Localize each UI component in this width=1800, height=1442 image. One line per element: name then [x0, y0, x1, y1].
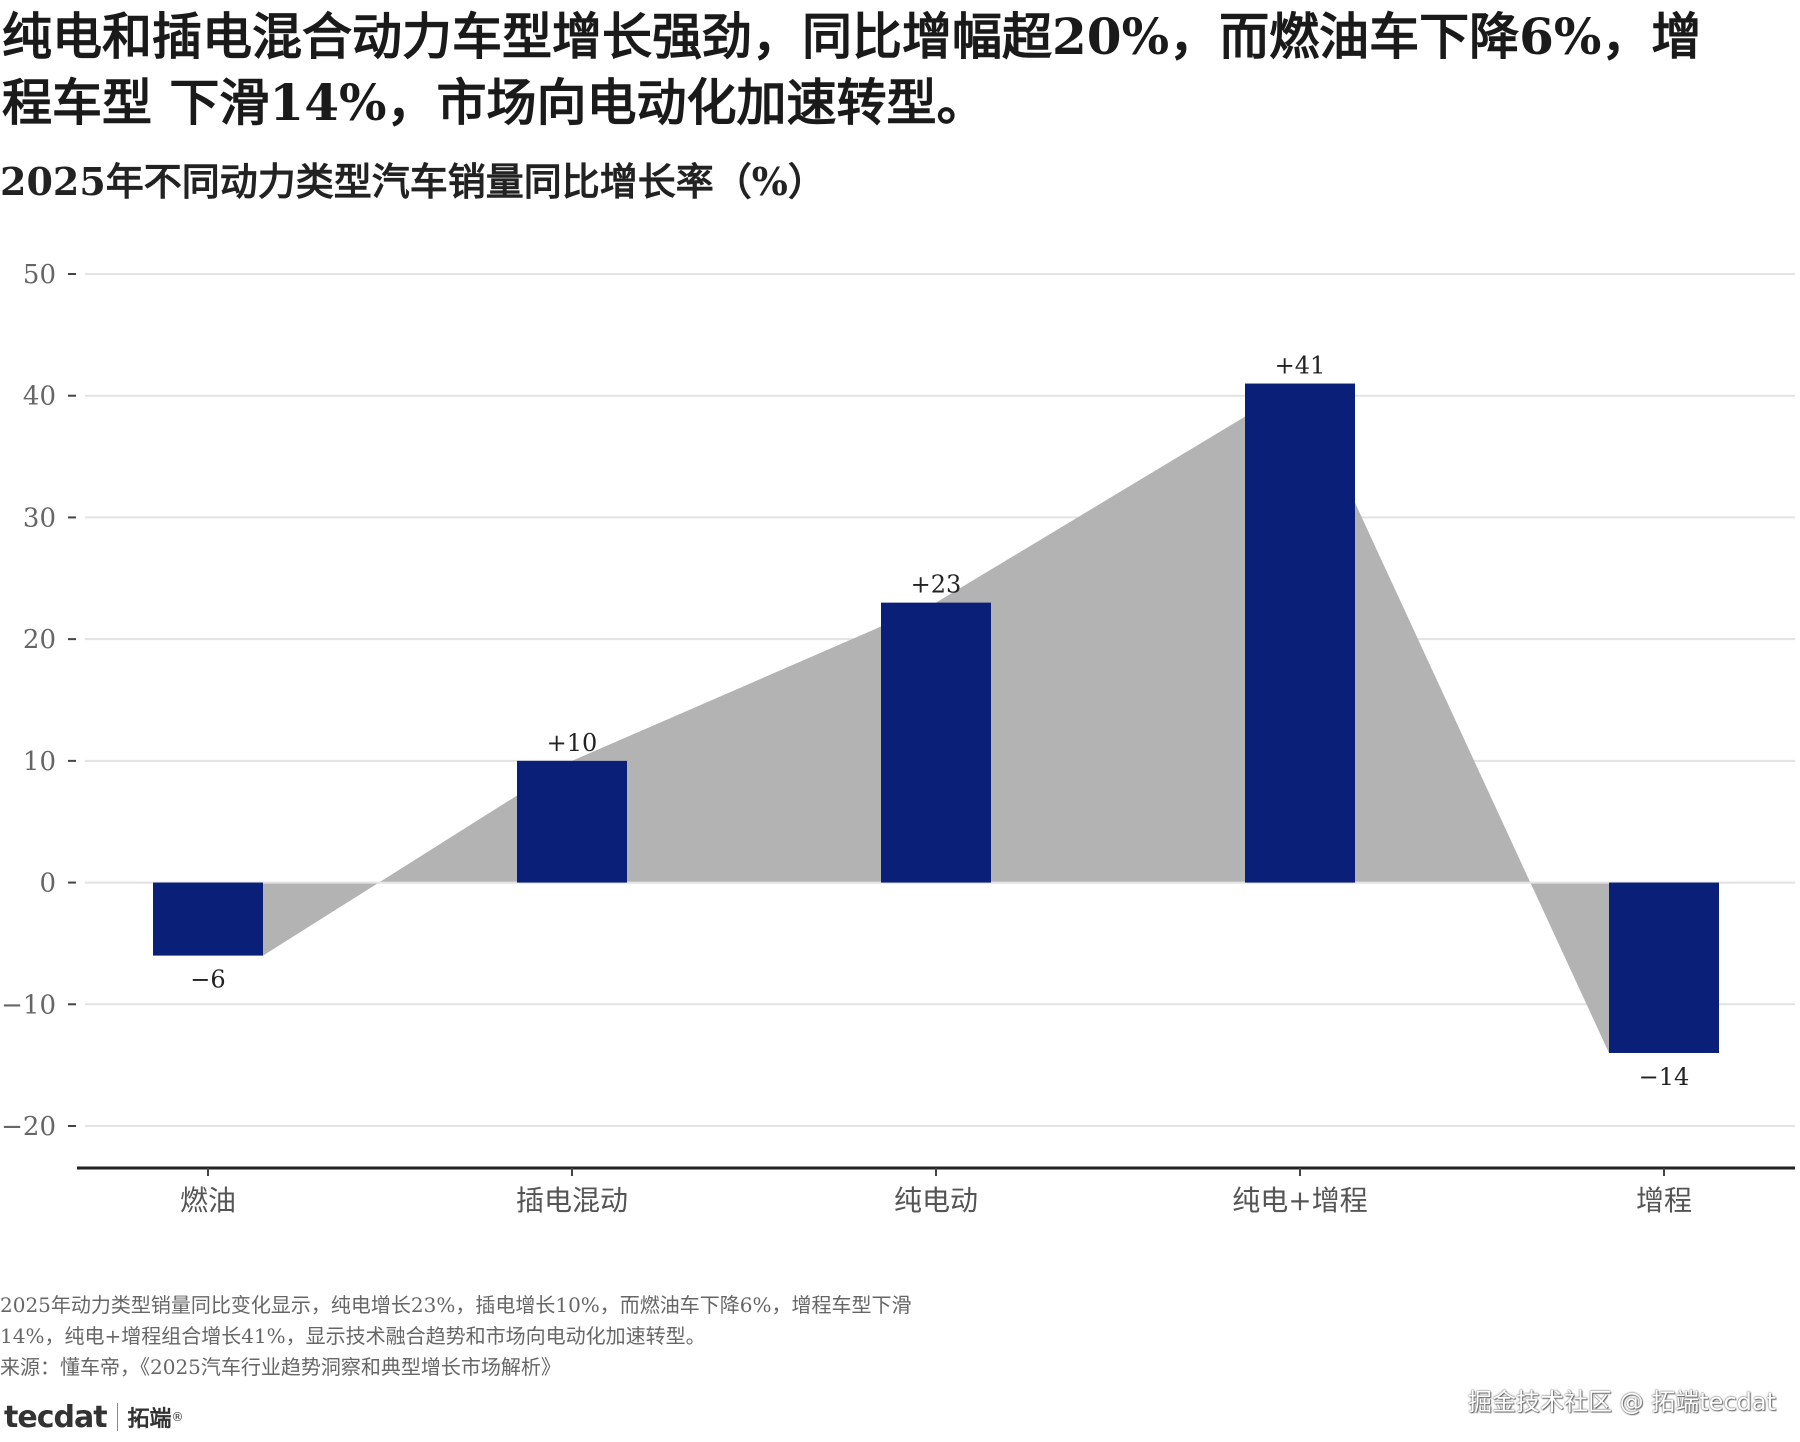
y-tick-label: 20	[23, 625, 56, 655]
x-tick-label: 纯电+增程	[1232, 1184, 1367, 1217]
x-tick-label: 增程	[1636, 1184, 1692, 1217]
data-label: +23	[911, 571, 962, 599]
x-tick-label: 纯电动	[894, 1184, 978, 1217]
y-tick-label: 30	[23, 503, 56, 533]
chart-note: 2025年动力类型销量同比变化显示，纯电增长23%，插电增长10%，而燃油车下降…	[0, 1290, 990, 1383]
tecdat-logo: tecdat 拓端 ®	[4, 1392, 184, 1442]
y-tick-label: −10	[1, 990, 56, 1020]
bar-3	[881, 602, 991, 883]
data-label: +10	[547, 729, 598, 757]
bar-2	[517, 760, 627, 883]
data-label: −14	[1639, 1063, 1690, 1091]
note-line-2: 14%，纯电+增程组合增长41%，显示技术融合趋势和市场向电动化加速转型。	[0, 1324, 706, 1348]
note-line-1: 2025年动力类型销量同比变化显示，纯电增长23%，插电增长10%，而燃油车下降…	[0, 1293, 912, 1317]
source-line: 来源：懂车帝，《2025汽车行业趋势洞察和典型增长市场解析》	[0, 1355, 561, 1379]
bar-chart: 50 40 30 20 10 0 −10 −20 −6 +10 +23 +41 −14 燃油 插电混动 纯电动…	[1, 260, 1795, 1217]
data-label: +41	[1275, 352, 1326, 380]
y-tick-label: 40	[23, 382, 56, 412]
x-tick-label: 插电混动	[516, 1184, 628, 1217]
watermark: 掘金技术社区 @ 拓端tecdat	[1468, 1388, 1776, 1416]
y-tick-label: 0	[39, 869, 56, 899]
x-tick-label: 燃油	[180, 1184, 236, 1217]
logo-name: 拓端	[127, 1407, 172, 1432]
bar-4	[1245, 383, 1355, 883]
chart-subtitle: 2025年不同动力类型汽车销量同比增长率（%）	[0, 159, 826, 204]
bar-5	[1609, 882, 1719, 1053]
data-label: −6	[190, 966, 225, 994]
y-tick-label: 50	[23, 260, 56, 290]
bar-1	[153, 882, 263, 956]
chart-headline: 纯电和插电混合动力车型增长强劲，同比增幅超20%，而燃油车下降6%，增程车型 下…	[2, 7, 1702, 132]
logo-mark: tecdat	[4, 1399, 108, 1435]
y-tick-label: −20	[1, 1112, 56, 1142]
y-tick-label: 10	[23, 747, 56, 777]
logo-divider	[116, 1403, 118, 1431]
registered-mark: ®	[171, 1410, 184, 1424]
